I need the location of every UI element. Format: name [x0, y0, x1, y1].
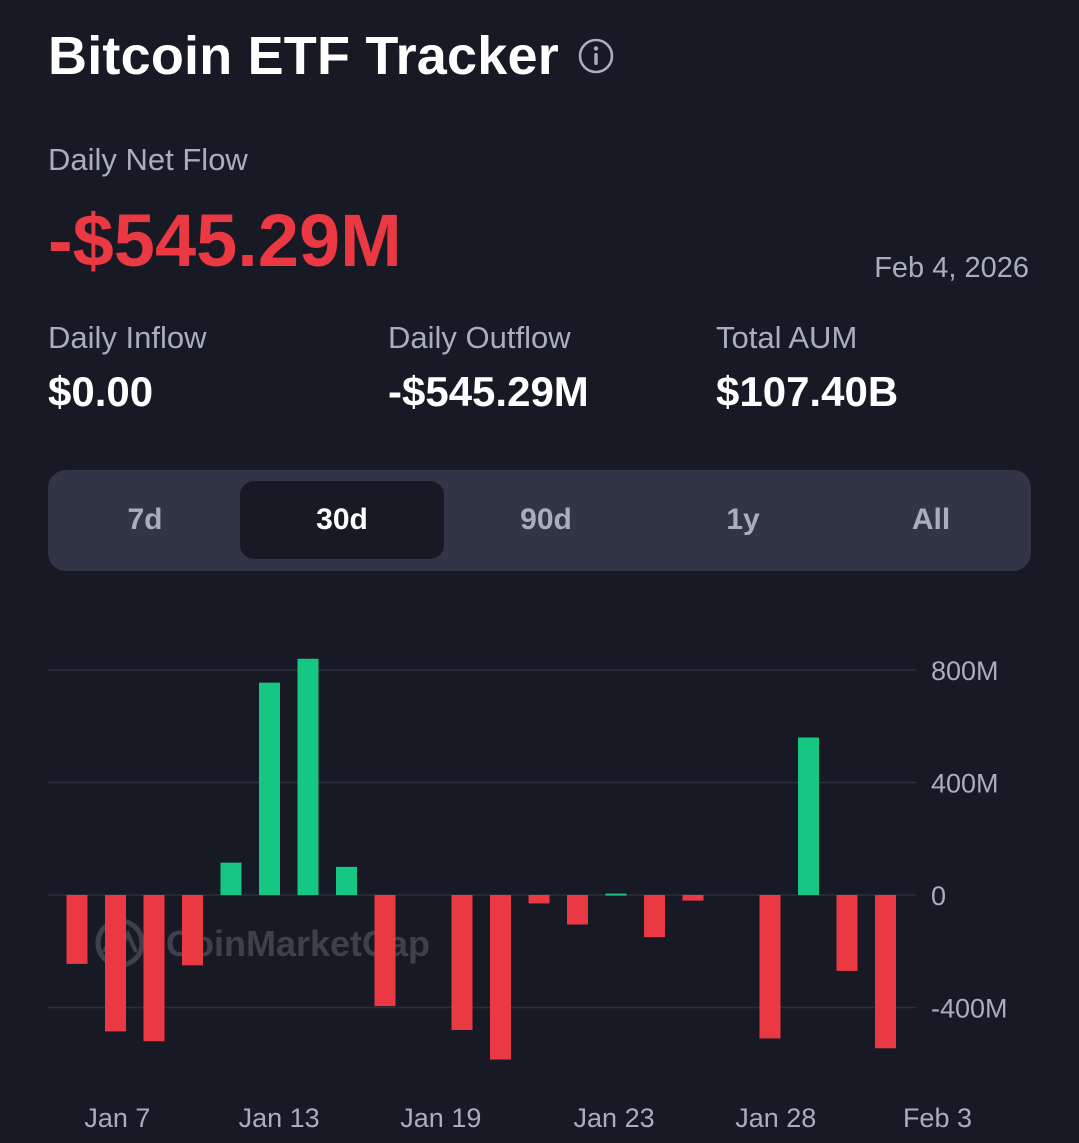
inflow-label: Daily Inflow — [48, 320, 207, 355]
flow-bar[interactable] — [374, 895, 396, 1007]
flow-date: Feb 4, 2026 — [874, 252, 1029, 284]
flow-bar[interactable] — [143, 895, 165, 1042]
aum-value: $107.40B — [716, 368, 899, 415]
y-tick-label: -400M — [931, 994, 1008, 1024]
flow-bar[interactable] — [220, 862, 242, 895]
range-1y[interactable]: 1y — [726, 503, 760, 536]
flow-bar[interactable] — [336, 866, 357, 895]
title-row: Bitcoin ETF Tracker — [48, 24, 615, 88]
flow-bar[interactable] — [297, 658, 319, 895]
outflow-value: -$545.29M — [388, 368, 589, 415]
flow-bar[interactable] — [875, 895, 896, 1049]
flow-bar[interactable] — [182, 895, 203, 966]
net-flow-value: -$545.29M — [48, 199, 402, 282]
x-tick-label: Jan 23 — [574, 1103, 655, 1133]
flow-bar[interactable] — [605, 893, 627, 896]
flow-bar[interactable] — [490, 895, 511, 1060]
range-30d[interactable]: 30d — [240, 481, 444, 559]
x-tick-label: Jan 19 — [400, 1103, 481, 1133]
flow-bar[interactable] — [259, 682, 280, 895]
y-tick-label: 800M — [931, 656, 999, 686]
inflow-value: $0.00 — [48, 368, 154, 415]
net-flow-label: Daily Net Flow — [48, 142, 248, 177]
info-circle-icon[interactable] — [577, 37, 615, 75]
x-tick-label: Jan 13 — [239, 1103, 320, 1133]
chart-bars — [66, 658, 896, 1060]
flow-bar[interactable] — [644, 895, 665, 938]
range-all[interactable]: All — [911, 503, 951, 536]
x-tick-label: Jan 28 — [735, 1103, 816, 1133]
y-axis-labels: 800M 400M 0 -400M — [931, 656, 1008, 1024]
flow-bar[interactable] — [451, 895, 473, 1030]
y-tick-label: 0 — [931, 881, 946, 911]
range-7d[interactable]: 7d — [127, 503, 163, 536]
flow-bar[interactable] — [66, 895, 88, 964]
flow-bar[interactable] — [759, 895, 781, 1039]
flow-bar[interactable] — [836, 895, 858, 971]
y-tick-label: 400M — [931, 769, 999, 799]
flow-bar[interactable] — [105, 895, 126, 1032]
flow-bar[interactable] — [798, 737, 819, 896]
outflow-label: Daily Outflow — [388, 320, 571, 355]
range-90d[interactable]: 90d — [520, 503, 572, 536]
aum-label: Total AUM — [716, 320, 858, 355]
flow-bar[interactable] — [682, 895, 704, 901]
x-axis-labels: Jan 7 Jan 13 Jan 19 Jan 23 Jan 28 Feb 3 — [84, 1103, 972, 1133]
time-range-selector: 7d 30d 90d 1y All — [48, 470, 1031, 571]
flow-bar[interactable] — [567, 895, 588, 925]
flow-bar[interactable] — [528, 895, 550, 904]
x-tick-label: Jan 7 — [84, 1103, 150, 1133]
x-tick-label: Feb 3 — [903, 1103, 972, 1133]
page-title: Bitcoin ETF Tracker — [48, 26, 559, 86]
